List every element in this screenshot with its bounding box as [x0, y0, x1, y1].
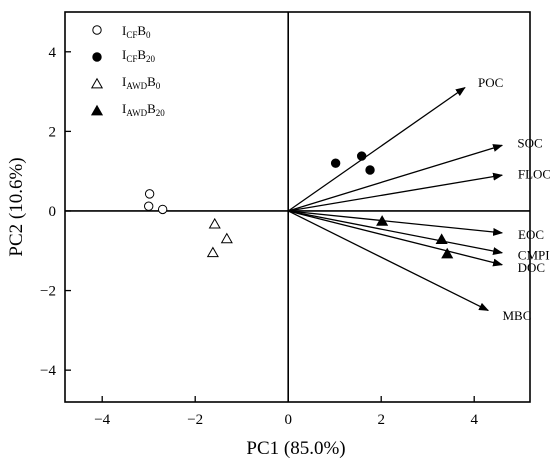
- axes: −4 −2 0 2 4 −4 −2 0 2 4: [40, 11, 531, 428]
- data-point-circle-open-1: [144, 189, 155, 199]
- plot-frame: [64, 11, 531, 403]
- legend-marker-circle-open: [92, 25, 102, 35]
- legend-marker-circle-filled: [92, 52, 102, 62]
- legend-entry-1: ICFB0: [122, 23, 151, 40]
- data-point-triangle-filled-3: [441, 247, 454, 259]
- data-point-circle-filled-2: [356, 151, 367, 161]
- y-tick-label: 0: [49, 204, 57, 220]
- legend-marker-triangle-open: [90, 77, 104, 89]
- y-tick-label: −2: [40, 284, 56, 300]
- loading-label-poc: POC: [478, 75, 503, 90]
- data-point-circle-filled-1: [330, 158, 341, 168]
- loading-label-doc: DOC: [518, 260, 545, 275]
- data-point-circle-open-3: [157, 204, 168, 215]
- x-tick-label: −4: [94, 412, 110, 428]
- loading-arrow-doc: [288, 210, 504, 267]
- loading-arrow-mbc: [287, 210, 490, 312]
- x-tick-label: 4: [470, 412, 478, 428]
- data-point-triangle-open-3: [206, 246, 219, 258]
- loading-arrow-floc: [288, 172, 504, 212]
- reference-lines: [65, 12, 530, 402]
- data-point-triangle-open-1: [208, 217, 221, 229]
- loading-label-cmpi: CMPI: [518, 248, 550, 263]
- legend-entry-4: IAWDB20: [122, 101, 165, 118]
- y-axis-title: PC2 (10.6%): [6, 157, 27, 256]
- loading-label-floc: FLOC: [518, 167, 550, 182]
- score-points: [144, 151, 454, 259]
- legend-entry-3: IAWDB0: [122, 74, 161, 91]
- y-tick-label: 4: [49, 45, 57, 61]
- loading-arrow-soc: [288, 144, 504, 212]
- legend: ICFB0 ICFB20 IAWDB0 IAWDB20: [90, 23, 165, 118]
- x-tick-label: 2: [377, 412, 385, 428]
- y-tick-label: −4: [40, 363, 56, 379]
- legend-entry-2: ICFB20: [122, 47, 156, 64]
- loading-label-mbc: MBC: [502, 308, 531, 323]
- x-tick-label: −2: [187, 412, 203, 428]
- loading-arrow-eoc: [288, 210, 504, 236]
- loading-label-eoc: EOC: [518, 227, 544, 242]
- data-point-circle-open-2: [144, 201, 154, 211]
- legend-marker-triangle-filled: [90, 104, 104, 116]
- loading-arrow-poc: [287, 87, 466, 212]
- loading-arrow-cmpi: [288, 210, 504, 255]
- data-point-circle-filled-3: [365, 165, 375, 175]
- data-point-triangle-filled-1: [376, 215, 389, 226]
- y-tick-label: 2: [49, 124, 57, 140]
- x-tick-label: 0: [284, 412, 292, 428]
- data-point-triangle-filled-2: [435, 233, 448, 245]
- x-axis-title: PC1 (85.0%): [246, 438, 345, 459]
- data-point-triangle-open-2: [220, 232, 233, 244]
